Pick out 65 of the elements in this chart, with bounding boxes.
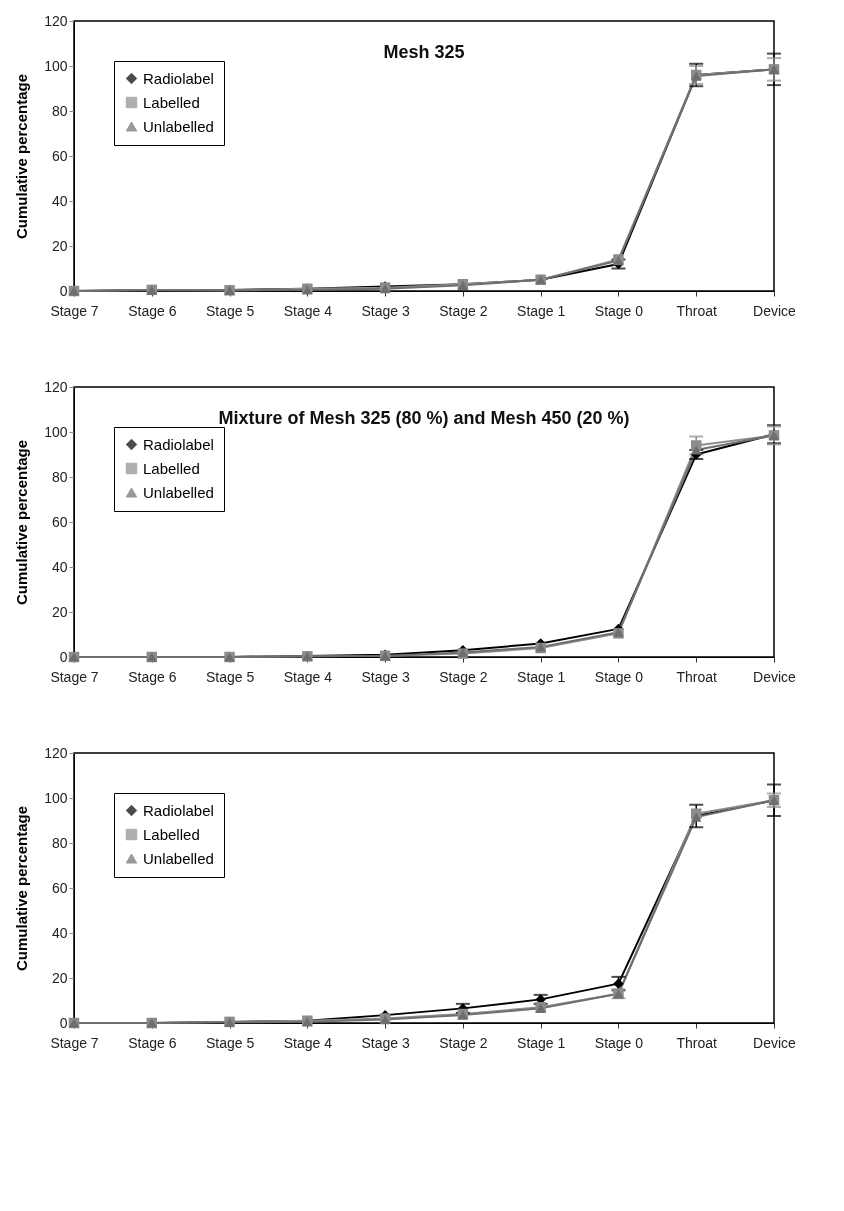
y-axis-title: Cumulative percentage: [13, 805, 31, 972]
y-tick-label: 40: [51, 924, 68, 941]
legend-label: Unlabelled: [143, 849, 214, 867]
x-tick-label: Stage 1: [517, 1034, 566, 1051]
x-tick-label: Stage 1: [517, 302, 566, 319]
y-tick-label: 60: [51, 147, 68, 164]
x-tick-label: Stage 4: [283, 668, 333, 685]
x-tick-label: Stage 5: [205, 1034, 255, 1051]
x-tick-label: Stage 7: [50, 1034, 99, 1051]
y-tick-label: 60: [51, 513, 68, 530]
y-tick-label: 100: [44, 57, 68, 74]
legend-label: Labelled: [143, 825, 200, 843]
x-tick-label: Throat: [676, 302, 718, 319]
x-tick-label: Device: [753, 1034, 797, 1051]
x-tick-label: Stage 5: [205, 668, 255, 685]
x-tick-label: Throat: [676, 668, 718, 685]
y-tick-label: 60: [51, 879, 68, 896]
legend-label: Radiolabel: [143, 435, 214, 453]
y-tick-label: 80: [51, 102, 68, 119]
y-tick-label: 20: [51, 969, 68, 986]
y-tick-label: 40: [51, 192, 68, 209]
text: Mixture of Mesh 325 (80 %) and Mesh 450 (20 %): [218, 408, 630, 428]
legend-label: Radiolabel: [143, 69, 214, 87]
y-tick-label: 120: [44, 744, 68, 761]
x-tick-label: Stage 7: [50, 302, 99, 319]
y-tick-label: 80: [51, 834, 68, 851]
x-tick-label: Stage 6: [128, 302, 177, 319]
y-tick-label: 120: [44, 12, 68, 29]
y-tick-label: 20: [51, 237, 68, 254]
y-tick-label: 100: [44, 423, 68, 440]
legend-label: Labelled: [143, 459, 200, 477]
x-tick-label: Device: [753, 302, 797, 319]
x-tick-label: Stage 5: [205, 302, 255, 319]
y-axis-title: Cumulative percentage: [13, 439, 31, 606]
x-tick-label: Stage 0: [594, 302, 644, 319]
y-tick-label: 100: [44, 789, 68, 806]
legend-label: Unlabelled: [143, 117, 214, 135]
x-tick-label: Stage 4: [283, 302, 333, 319]
x-tick-label: Stage 6: [128, 668, 177, 685]
x-tick-label: Throat: [676, 1034, 718, 1051]
y-tick-label: 0: [59, 648, 68, 665]
x-tick-label: Stage 7: [50, 668, 99, 685]
y-axis-title: Cumulative percentage: [13, 73, 31, 240]
x-tick-label: Stage 0: [594, 1034, 644, 1051]
x-tick-label: Stage 2: [439, 668, 488, 685]
x-tick-label: Stage 3: [361, 302, 410, 319]
y-tick-label: 120: [44, 378, 68, 395]
y-tick-label: 80: [51, 468, 68, 485]
legend-label: Unlabelled: [143, 483, 214, 501]
y-tick-label: 20: [51, 603, 68, 620]
x-tick-label: Stage 2: [439, 1034, 488, 1051]
x-tick-label: Stage 3: [361, 668, 410, 685]
y-tick-label: 0: [59, 1014, 68, 1031]
x-tick-label: Stage 4: [283, 1034, 333, 1051]
y-tick-label: 40: [51, 558, 68, 575]
x-tick-label: Stage 3: [361, 1034, 410, 1051]
text: Mesh 325: [383, 42, 465, 62]
x-tick-label: Stage 1: [517, 668, 566, 685]
x-tick-label: Stage 0: [594, 668, 644, 685]
y-tick-label: 0: [59, 282, 68, 299]
legend-label: Radiolabel: [143, 801, 214, 819]
x-tick-label: Stage 2: [439, 302, 488, 319]
legend-label: Labelled: [143, 93, 200, 111]
x-tick-label: Stage 6: [128, 1034, 177, 1051]
x-tick-label: Device: [753, 668, 797, 685]
